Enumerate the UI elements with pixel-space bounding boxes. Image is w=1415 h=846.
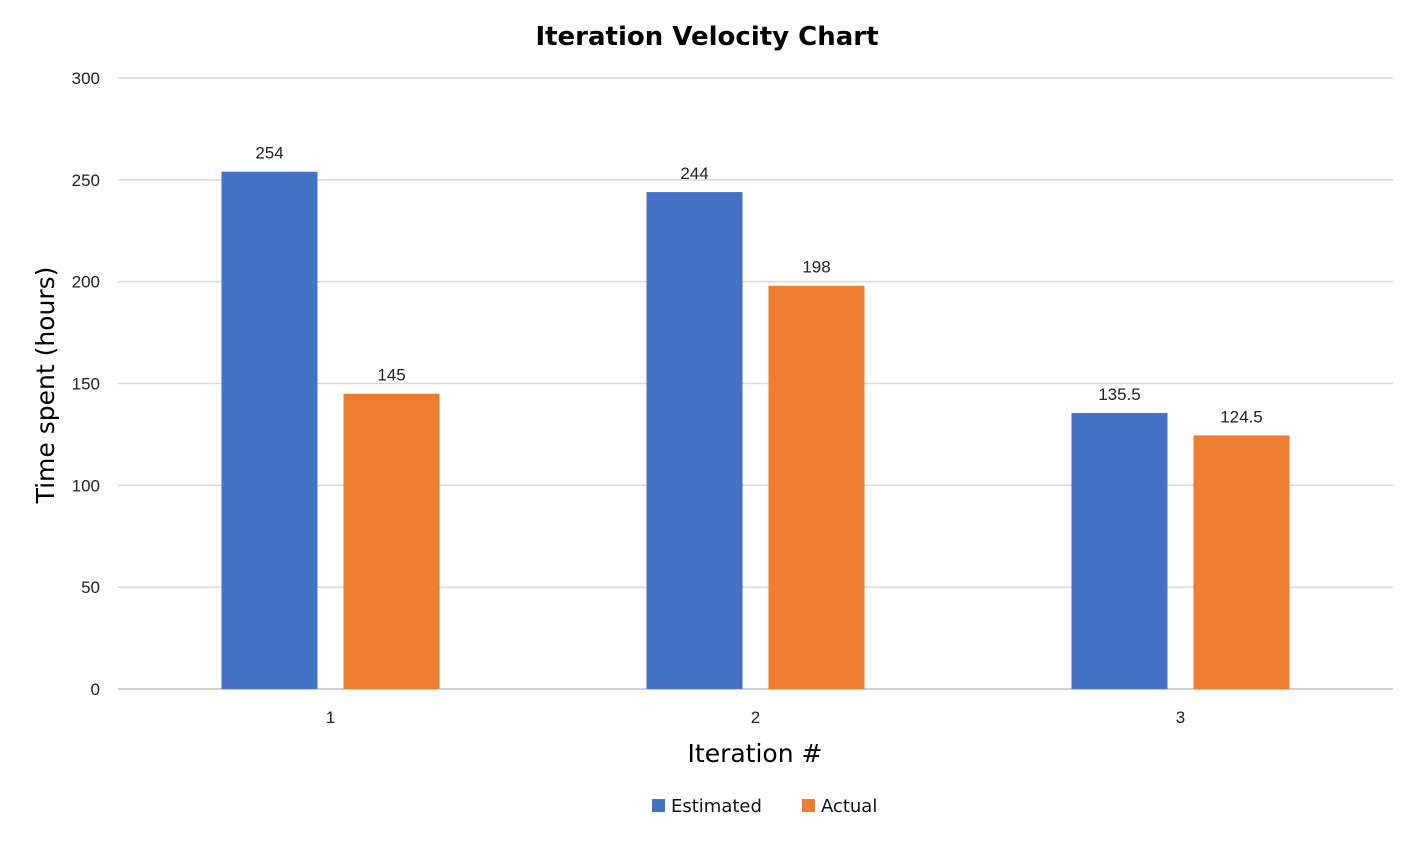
bar-estimated-1: [221, 171, 318, 690]
y-tick-label: 50: [81, 578, 100, 597]
y-tick-label: 0: [91, 680, 100, 699]
y-axis-label: Time spent (hours): [31, 267, 60, 505]
bar-estimated-2: [646, 192, 743, 689]
x-axis-ticks: 1 2 3: [326, 708, 1185, 727]
data-label: 254: [255, 144, 283, 163]
data-label: 145: [377, 366, 405, 385]
legend-swatch: [652, 799, 665, 812]
x-tick-label: 2: [751, 708, 760, 727]
data-labels: 254 145 244 198 135.5 124.5: [255, 144, 1262, 427]
legend-label: Actual: [821, 796, 877, 817]
data-label: 124.5: [1220, 407, 1263, 426]
bar-actual-1: [343, 393, 440, 689]
y-axis-ticks: 0 50 100 150 200 250 300: [72, 69, 100, 699]
gridlines: [118, 77, 1393, 690]
data-label: 198: [802, 258, 830, 277]
x-tick-label: 1: [326, 708, 335, 727]
bar-actual-2: [768, 285, 865, 689]
bar-actual-3: [1193, 435, 1290, 689]
y-tick-label: 100: [72, 476, 100, 495]
y-tick-label: 300: [72, 69, 100, 88]
legend-item-actual: Actual: [801, 796, 877, 817]
legend-label: Estimated: [671, 796, 762, 817]
y-tick-label: 200: [72, 273, 100, 292]
data-label: 135.5: [1098, 385, 1141, 404]
legend-swatch: [801, 799, 815, 812]
data-label: 244: [680, 164, 708, 183]
x-axis-label: Iteration #: [688, 739, 823, 768]
y-tick-label: 150: [72, 375, 100, 394]
legend: Estimated Actual: [652, 796, 877, 817]
bars: [221, 171, 1290, 690]
bar-estimated-3: [1071, 413, 1168, 689]
y-tick-label: 250: [72, 171, 100, 190]
chart-title: Iteration Velocity Chart: [535, 22, 878, 52]
x-tick-label: 3: [1176, 708, 1185, 727]
legend-item-estimated: Estimated: [652, 796, 762, 817]
